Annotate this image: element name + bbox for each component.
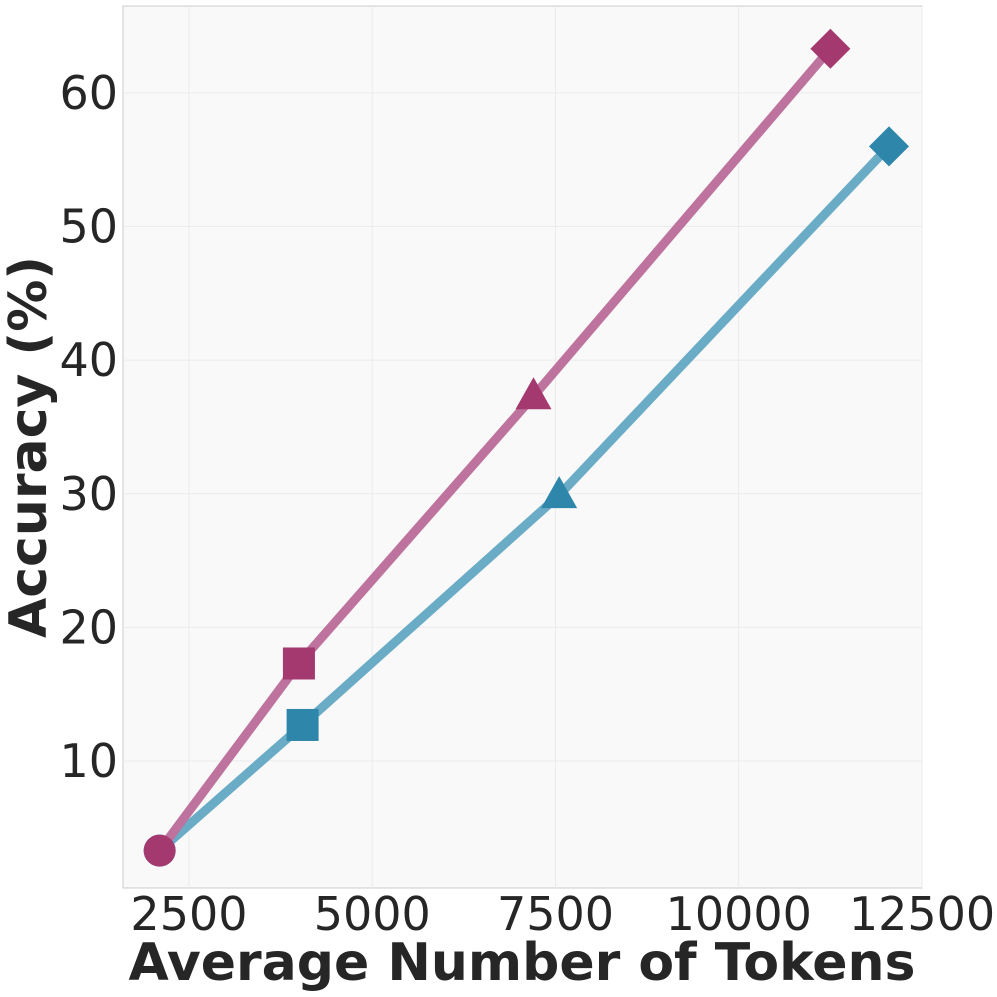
x-axis-ticks: 2500 5000 7500 10000 12500 <box>130 887 995 941</box>
square-marker <box>286 708 319 741</box>
y-axis-label: Accuracy (%) <box>0 256 59 638</box>
diamond-marker <box>810 28 851 69</box>
x-tick-label: 7500 <box>497 887 614 941</box>
x-tick-label: 2500 <box>130 887 247 941</box>
x-tick-label: 12500 <box>849 887 995 941</box>
y-axis-ticks: 10 20 30 40 50 60 <box>59 66 118 788</box>
x-tick-label: 5000 <box>314 887 431 941</box>
y-tick-label: 10 <box>59 734 118 788</box>
triangle-marker <box>515 377 552 410</box>
x-tick-label: 10000 <box>666 887 812 941</box>
y-tick-label: 60 <box>59 66 118 120</box>
series-layer <box>143 28 910 867</box>
circle-marker <box>143 834 176 867</box>
diamond-marker <box>869 126 910 167</box>
plot-area <box>122 5 923 889</box>
y-tick-label: 30 <box>59 467 118 521</box>
series-line <box>155 141 894 856</box>
y-tick-label: 20 <box>59 600 118 654</box>
x-axis-label: Average Number of Tokens <box>128 933 915 993</box>
y-tick-label: 40 <box>59 333 118 387</box>
square-marker <box>282 647 315 680</box>
series-line <box>155 44 835 856</box>
triangle-marker <box>541 476 578 509</box>
series-group <box>143 28 851 867</box>
y-tick-label: 50 <box>59 200 118 254</box>
